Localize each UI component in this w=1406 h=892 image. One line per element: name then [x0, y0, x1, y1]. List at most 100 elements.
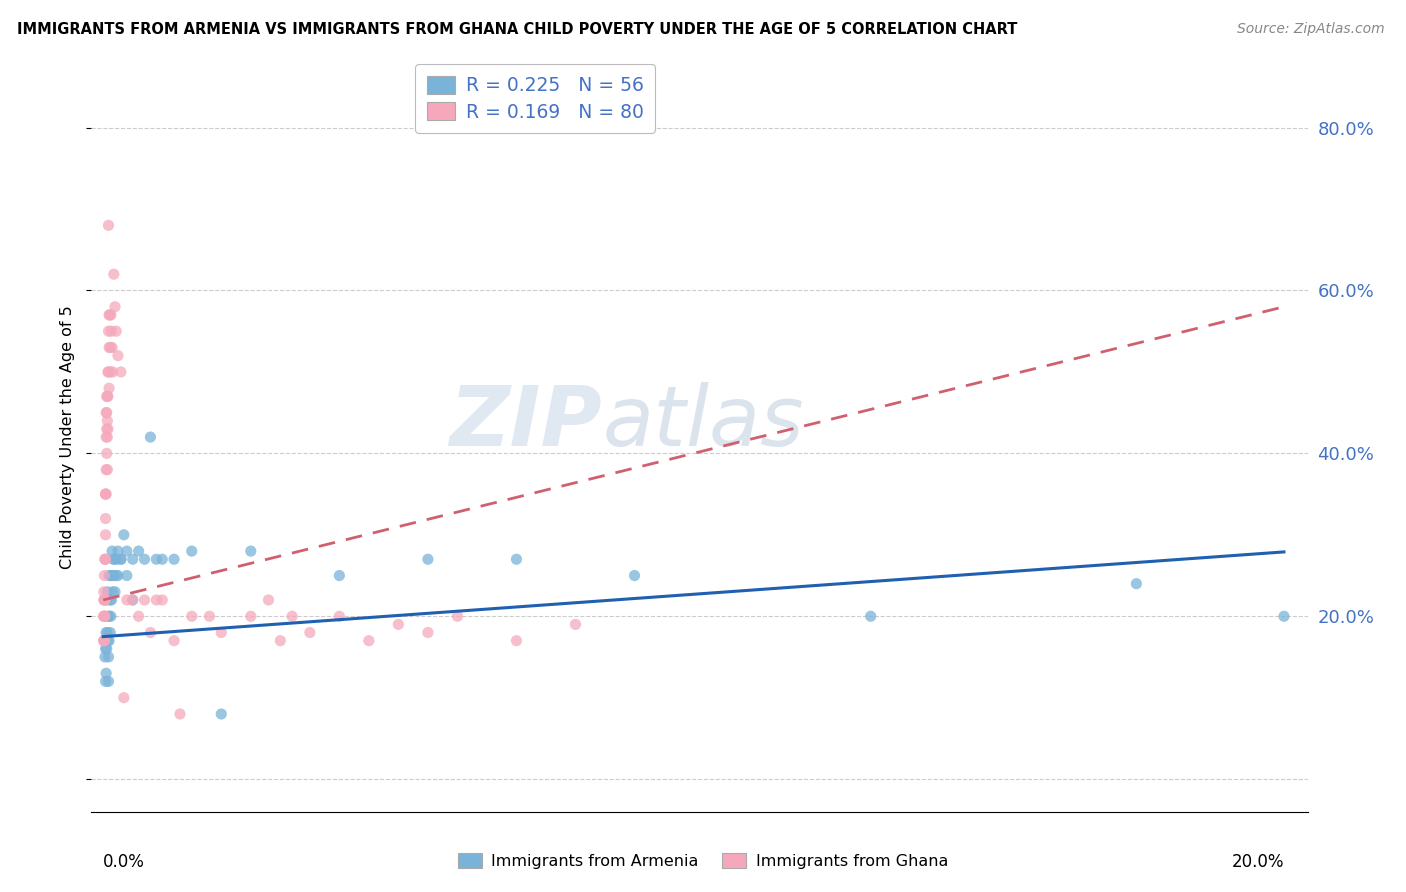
Point — [163, 552, 186, 566]
Point — [96, 584, 118, 599]
Point — [107, 544, 129, 558]
Point — [121, 593, 143, 607]
Point — [104, 584, 127, 599]
Point — [94, 406, 117, 420]
Point — [96, 463, 118, 477]
Point — [97, 365, 120, 379]
Point — [150, 593, 173, 607]
Point — [93, 633, 115, 648]
Point — [96, 389, 118, 403]
Point — [357, 633, 380, 648]
Point — [96, 446, 118, 460]
Point — [96, 422, 118, 436]
Point — [97, 609, 120, 624]
Point — [98, 593, 121, 607]
Point — [328, 609, 350, 624]
Point — [145, 593, 167, 607]
Text: 20.0%: 20.0% — [1232, 853, 1284, 871]
Point — [96, 593, 118, 607]
Point — [94, 511, 117, 525]
Point — [96, 641, 118, 656]
Point — [101, 544, 124, 558]
Point — [98, 365, 121, 379]
Point — [94, 666, 117, 681]
Point — [98, 308, 121, 322]
Point — [98, 341, 121, 355]
Point — [93, 568, 115, 582]
Legend: Immigrants from Armenia, Immigrants from Ghana: Immigrants from Armenia, Immigrants from… — [451, 847, 955, 875]
Point — [94, 625, 117, 640]
Point — [97, 650, 120, 665]
Point — [100, 593, 122, 607]
Text: 0.0%: 0.0% — [103, 853, 145, 871]
Point — [97, 365, 120, 379]
Point — [96, 625, 118, 640]
Point — [112, 690, 135, 705]
Point — [103, 267, 125, 281]
Point — [94, 487, 117, 501]
Point — [110, 365, 132, 379]
Point — [100, 609, 122, 624]
Point — [269, 633, 291, 648]
Point — [97, 633, 120, 648]
Point — [94, 487, 117, 501]
Point — [100, 568, 122, 582]
Point — [105, 324, 128, 338]
Point — [1125, 576, 1147, 591]
Point — [239, 609, 262, 624]
Point — [93, 593, 115, 607]
Point — [139, 430, 162, 444]
Point — [121, 552, 143, 566]
Point — [94, 528, 117, 542]
Point — [128, 609, 150, 624]
Point — [94, 463, 117, 477]
Point — [105, 568, 128, 582]
Point — [505, 633, 527, 648]
Point — [94, 430, 117, 444]
Point — [94, 593, 117, 607]
Point — [103, 552, 125, 566]
Point — [257, 593, 280, 607]
Point — [101, 341, 124, 355]
Point — [93, 609, 115, 624]
Text: ZIP: ZIP — [450, 382, 602, 463]
Point — [97, 389, 120, 403]
Point — [97, 324, 120, 338]
Point — [93, 633, 115, 648]
Point — [100, 324, 122, 338]
Point — [416, 625, 439, 640]
Point — [96, 430, 118, 444]
Point — [145, 552, 167, 566]
Point — [93, 609, 115, 624]
Point — [209, 625, 232, 640]
Point — [169, 706, 191, 721]
Point — [281, 609, 304, 624]
Point — [115, 568, 138, 582]
Point — [564, 617, 586, 632]
Point — [103, 568, 125, 582]
Point — [94, 487, 117, 501]
Point — [93, 584, 115, 599]
Point — [100, 308, 122, 322]
Point — [93, 593, 115, 607]
Point — [93, 633, 115, 648]
Point — [98, 341, 121, 355]
Point — [96, 414, 118, 428]
Point — [96, 389, 118, 403]
Point — [115, 544, 138, 558]
Point — [128, 544, 150, 558]
Point — [101, 568, 124, 582]
Point — [93, 593, 115, 607]
Point — [97, 674, 120, 689]
Point — [239, 544, 262, 558]
Text: Source: ZipAtlas.com: Source: ZipAtlas.com — [1237, 22, 1385, 37]
Point — [101, 365, 124, 379]
Point — [93, 633, 115, 648]
Point — [93, 609, 115, 624]
Point — [98, 633, 121, 648]
Point — [105, 552, 128, 566]
Point — [107, 568, 129, 582]
Point — [180, 609, 202, 624]
Point — [101, 584, 124, 599]
Point — [416, 552, 439, 566]
